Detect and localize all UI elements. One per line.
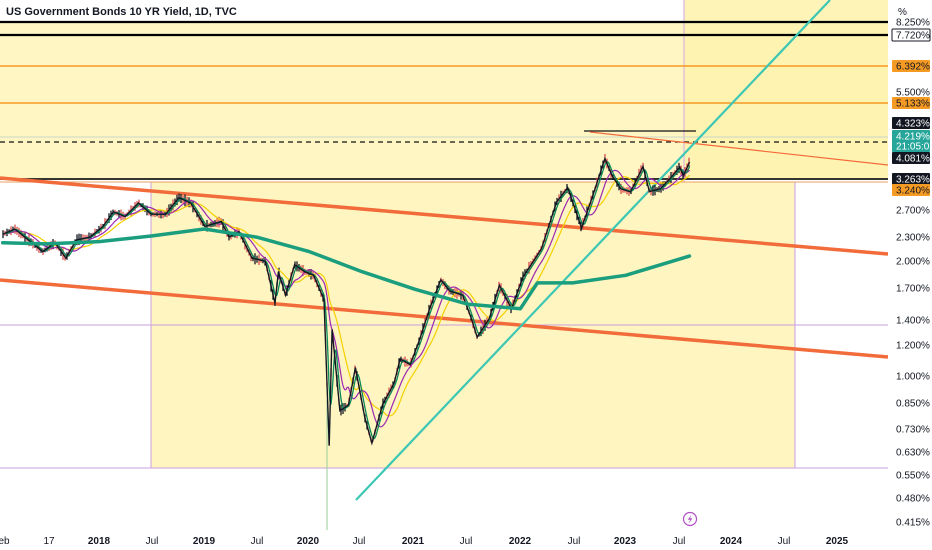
price-tick-label: 2.300%	[896, 233, 930, 244]
price-tick-label: 2.000%	[896, 257, 930, 268]
chart-title[interactable]: US Government Bonds 10 YR Yield, 1D, TVC	[6, 6, 237, 18]
price-tick-label: 0.415%	[896, 518, 930, 529]
time-tick-label: 17	[43, 536, 55, 547]
time-tick-label: eb	[0, 536, 10, 547]
time-tick-label: Jul	[673, 536, 686, 547]
price-badge[interactable]: 21:05:02	[892, 140, 932, 153]
price-tick-label: 1.700%	[896, 284, 930, 295]
time-tick-label: 2023	[614, 536, 637, 547]
time-tick-label: Jul	[460, 536, 473, 547]
ma-purple-line	[5, 169, 691, 428]
time-tick-label: Jul	[353, 536, 366, 547]
price-badge-label: 3.263%	[896, 175, 930, 186]
descending-resistance-line[interactable]	[589, 131, 889, 166]
price-badge-bg	[892, 60, 930, 72]
price-badge[interactable]: 7.720%	[891, 28, 931, 42]
rising-trendline[interactable]	[355, 0, 831, 501]
lightning-icon[interactable]	[682, 511, 698, 527]
time-tick-label: 2021	[402, 536, 425, 547]
price-badge-bg	[891, 28, 931, 42]
drawings-layer[interactable]	[0, 0, 889, 530]
price-tick-label: 0.630%	[896, 448, 930, 459]
price-badge-label: 21:05:02	[896, 142, 932, 153]
price-badge-label: 7.720%	[896, 31, 930, 42]
series-layer	[0, 154, 692, 446]
price-tick-label: 1.400%	[896, 316, 930, 327]
price-badge-bg	[892, 97, 930, 109]
price-badge-label: 5.133%	[896, 99, 930, 110]
price-tick-label: 8.250%	[896, 18, 930, 29]
price-tick-label: 0.550%	[896, 471, 930, 482]
price-badge[interactable]: 4.081%	[892, 152, 930, 165]
price-badge-label: 6.392%	[896, 62, 930, 73]
time-tick-label: Jul	[146, 536, 159, 547]
price-badge-label: 4.081%	[896, 154, 930, 165]
time-tick-label: Jul	[778, 536, 791, 547]
right-zone	[684, 0, 888, 180]
lightning-icon-bolt	[687, 514, 693, 524]
price-badge-bg	[892, 130, 930, 142]
time-tick-label: Jul	[251, 536, 264, 547]
time-tick-label: 2025	[826, 536, 849, 547]
price-tick-label: 1.200%	[896, 341, 930, 352]
time-tick-label: 2024	[720, 536, 743, 547]
time-tick-label: 2022	[509, 536, 532, 547]
channel-upper-line[interactable]	[0, 176, 889, 256]
price-tick-label: 5.500%	[896, 88, 930, 99]
time-tick-label: 2018	[88, 536, 111, 547]
price-badge[interactable]: 4.219%	[892, 130, 930, 143]
price-tick-label: 0.480%	[896, 494, 930, 505]
price-badge-bg	[892, 173, 930, 185]
ma200-line	[0, 227, 692, 311]
price-tick-label: 0.730%	[896, 425, 930, 436]
price-badge-bg	[892, 184, 930, 196]
ma-green-line	[5, 161, 691, 440]
price-badge[interactable]: 3.240%	[892, 184, 930, 197]
price-badge[interactable]: 5.133%	[892, 97, 930, 110]
price-badge[interactable]: 6.392%	[892, 60, 930, 73]
price-tick-label: 2.700%	[896, 206, 930, 217]
time-scale[interactable]: eb 17 2018 Jul 2019 Jul 2020 Jul 2021 Jul 2022 Jul 2…	[0, 511, 932, 550]
price-tick-label: 1.000%	[896, 372, 930, 383]
price-badge-bg	[892, 152, 930, 164]
price-badge-bg	[892, 140, 930, 152]
zones-layer	[0, 0, 888, 469]
price-badge[interactable]: 3.263%	[892, 173, 930, 186]
channel-lower-line[interactable]	[0, 278, 889, 359]
unit-label: %	[898, 7, 907, 18]
price-badge-bg	[892, 117, 930, 129]
time-scale-bg	[0, 531, 932, 550]
price-badge-label: 4.219%	[896, 132, 930, 143]
time-tick-label: 2020	[297, 536, 320, 547]
price-badge-label: 4.323%	[896, 119, 930, 130]
price-badge-label: 3.240%	[896, 186, 930, 197]
price-scale[interactable]: 8.250% 5.500% 2.700% 2.300% 2.000% 1.700% 1.40…	[888, 0, 932, 550]
price-line	[2, 156, 691, 446]
time-tick-label: 2019	[193, 536, 216, 547]
price-badge[interactable]: 4.323%	[892, 117, 930, 130]
price-tick-label: 0.850%	[896, 399, 930, 410]
price-scale-bg	[888, 0, 932, 550]
time-tick-label: Jul	[568, 536, 581, 547]
